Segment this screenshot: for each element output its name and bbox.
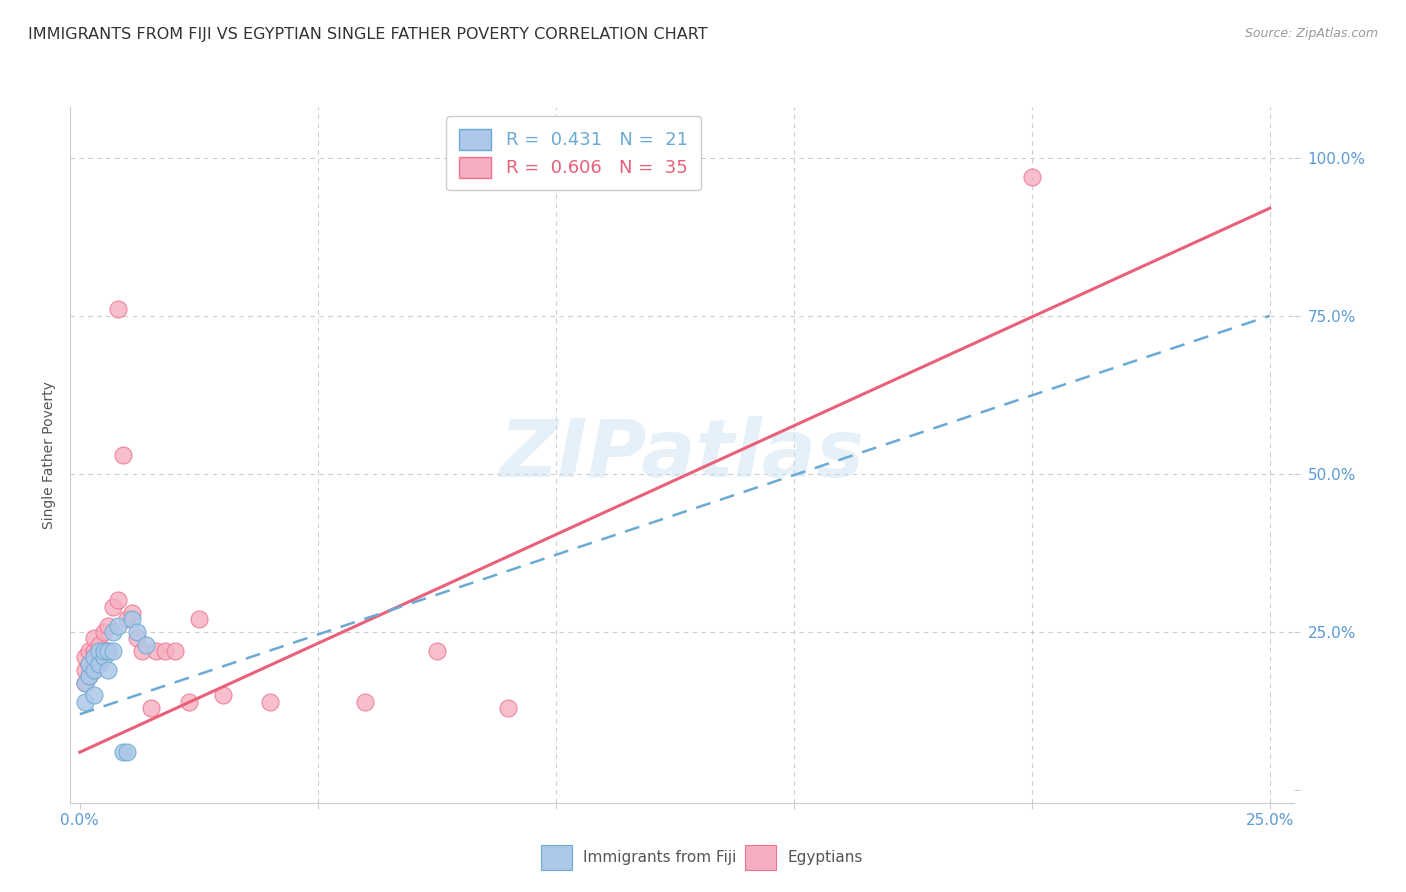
Point — [79, 669, 101, 683]
Point — [97, 644, 120, 658]
Point — [97, 618, 120, 632]
Point — [73, 695, 96, 709]
Point — [211, 688, 233, 702]
Point — [125, 625, 148, 640]
Point — [73, 675, 96, 690]
Point — [121, 612, 143, 626]
Point — [107, 593, 129, 607]
Point — [496, 701, 519, 715]
Point — [93, 625, 115, 640]
Point — [79, 644, 101, 658]
Point — [135, 638, 157, 652]
Text: Egyptians: Egyptians — [787, 850, 863, 864]
Point — [79, 657, 101, 671]
Point — [141, 701, 163, 715]
Bar — [541, 845, 572, 870]
Text: Immigrants from Fiji: Immigrants from Fiji — [583, 850, 737, 864]
Point — [101, 644, 124, 658]
Point — [121, 606, 143, 620]
Point — [83, 650, 105, 665]
Point — [101, 599, 124, 614]
Point — [101, 625, 124, 640]
Point — [93, 644, 115, 658]
Text: ZIPatlas: ZIPatlas — [499, 416, 865, 494]
Legend: R =  0.431   N =  21, R =  0.606   N =  35: R = 0.431 N = 21, R = 0.606 N = 35 — [446, 116, 700, 190]
Point — [107, 302, 129, 317]
Y-axis label: Single Father Poverty: Single Father Poverty — [42, 381, 56, 529]
Point — [259, 695, 281, 709]
Point — [107, 618, 129, 632]
Point — [93, 644, 115, 658]
Point — [1021, 169, 1043, 184]
Point — [83, 688, 105, 702]
Point — [83, 663, 105, 677]
Point — [426, 644, 449, 658]
Point — [117, 612, 139, 626]
Point — [87, 657, 110, 671]
Point — [97, 663, 120, 677]
Point — [97, 644, 120, 658]
Point — [73, 663, 96, 677]
Point — [354, 695, 377, 709]
Point — [179, 695, 201, 709]
Point — [83, 663, 105, 677]
Point — [83, 632, 105, 646]
Point — [87, 657, 110, 671]
Point — [111, 745, 134, 759]
Point — [155, 644, 177, 658]
Point — [79, 657, 101, 671]
Point — [131, 644, 153, 658]
Point — [83, 644, 105, 658]
Point — [73, 675, 96, 690]
Point — [111, 448, 134, 462]
Point — [125, 632, 148, 646]
Point — [73, 650, 96, 665]
Point — [145, 644, 167, 658]
Text: IMMIGRANTS FROM FIJI VS EGYPTIAN SINGLE FATHER POVERTY CORRELATION CHART: IMMIGRANTS FROM FIJI VS EGYPTIAN SINGLE … — [28, 27, 707, 42]
Point — [79, 669, 101, 683]
Point — [163, 644, 186, 658]
Point — [87, 638, 110, 652]
Point — [87, 644, 110, 658]
Text: Source: ZipAtlas.com: Source: ZipAtlas.com — [1244, 27, 1378, 40]
Point — [117, 745, 139, 759]
Point — [187, 612, 209, 626]
Point — [93, 650, 115, 665]
Bar — [745, 845, 776, 870]
